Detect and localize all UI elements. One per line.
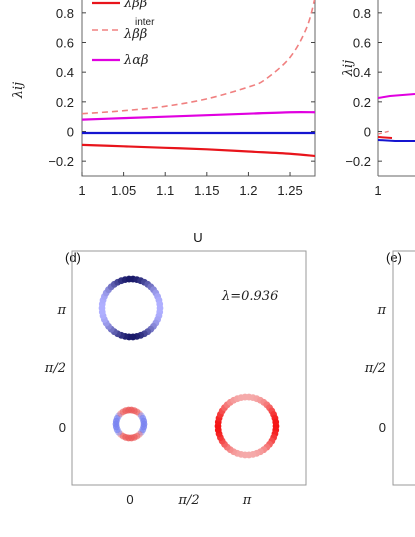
ring-dot	[115, 412, 123, 420]
x-tick-label: 0	[126, 492, 133, 507]
ring-dot	[137, 428, 145, 436]
panel-top-left: −0.2 0 0.2 0.4 0.6 0.8 1 1.05 1.1 1.15 1.2 1.25 λβ…	[11, 0, 316, 245]
x-tick-label: π	[242, 493, 252, 508]
x-tick-label: 1.25	[277, 183, 302, 198]
y-tick-label: 0.2	[56, 95, 74, 110]
y-tick-label: 0.4	[56, 65, 74, 80]
x-tick-label: 1.2	[239, 183, 257, 198]
blue-ring	[98, 275, 164, 341]
y-tick-label: 0	[67, 125, 74, 140]
ring-dot	[133, 408, 141, 416]
x-tick-label: 1.05	[111, 183, 136, 198]
panel-e-frame	[392, 250, 415, 486]
x-tick-label: 1.15	[194, 183, 219, 198]
y-tick-label: 0.6	[353, 36, 371, 51]
series-lambda-bb-inter	[82, 0, 315, 115]
y-tick-label: 0.4	[353, 65, 371, 80]
y-tick-label: 0.8	[353, 6, 371, 21]
y-tick-label: −0.2	[48, 154, 74, 169]
ring-dot	[156, 300, 164, 308]
y-tick-label: 0.8	[56, 6, 74, 21]
y-tick-label: −0.2	[345, 154, 371, 169]
lambda-annotation: λ=0.936	[221, 289, 278, 304]
plot-frame	[81, 0, 316, 177]
x-axis-label: U	[193, 230, 202, 245]
right-magenta-fragment	[377, 93, 415, 99]
y-tick-label: 0.6	[56, 36, 74, 51]
panel-d: (d) 0 π/2 π 0 π/2 π λ=0.936	[44, 250, 307, 508]
right-blue-fragment	[377, 139, 415, 142]
panel-top-right: −0.2 0 0.2 0.4 0.6 0.8 1 λij	[341, 0, 415, 198]
y-tick-label: π/2	[364, 361, 386, 376]
right-red-fragment	[377, 136, 393, 139]
right-dash-fragment	[377, 130, 391, 135]
legend-lambda-bb: λββ	[123, 0, 147, 11]
y-tick-label: π	[376, 303, 386, 318]
legend-lambda-bb-inter: λββ	[123, 27, 147, 42]
ring-dot	[272, 418, 280, 426]
ring-dot	[140, 417, 148, 425]
y-tick-label: 0	[379, 420, 386, 435]
y-tick-label: π	[56, 303, 66, 318]
x-tick-label: 1	[374, 183, 381, 198]
x-tick-label: 1.1	[156, 183, 174, 198]
panel-d-label: (d)	[65, 250, 81, 265]
legend: λββ λββ inter λαβ	[92, 0, 155, 68]
y-axis-label: λij	[11, 82, 26, 99]
x-tick-label: 1	[78, 183, 85, 198]
series-lambda-ab	[82, 111, 315, 121]
legend-lambda-ab: λαβ	[123, 53, 149, 68]
panel-e: (e) 0 π/2 π	[364, 250, 415, 486]
panel-d-frame	[71, 250, 307, 486]
y-tick-label: 0	[364, 125, 371, 140]
series-lambda-bb	[82, 143, 315, 158]
y-tick-label: 0.2	[353, 95, 371, 110]
y-axis-label-right: λij	[341, 60, 356, 77]
red-ring	[214, 393, 280, 459]
panel-e-label: (e)	[386, 250, 402, 265]
y-tick-label: π/2	[44, 361, 66, 376]
ring-dot	[119, 432, 127, 440]
y-tick-label: 0	[59, 420, 66, 435]
x-tick-label: π/2	[177, 493, 199, 508]
small-mixed-ring	[112, 406, 148, 442]
legend-inter-superscript: inter	[135, 17, 155, 28]
